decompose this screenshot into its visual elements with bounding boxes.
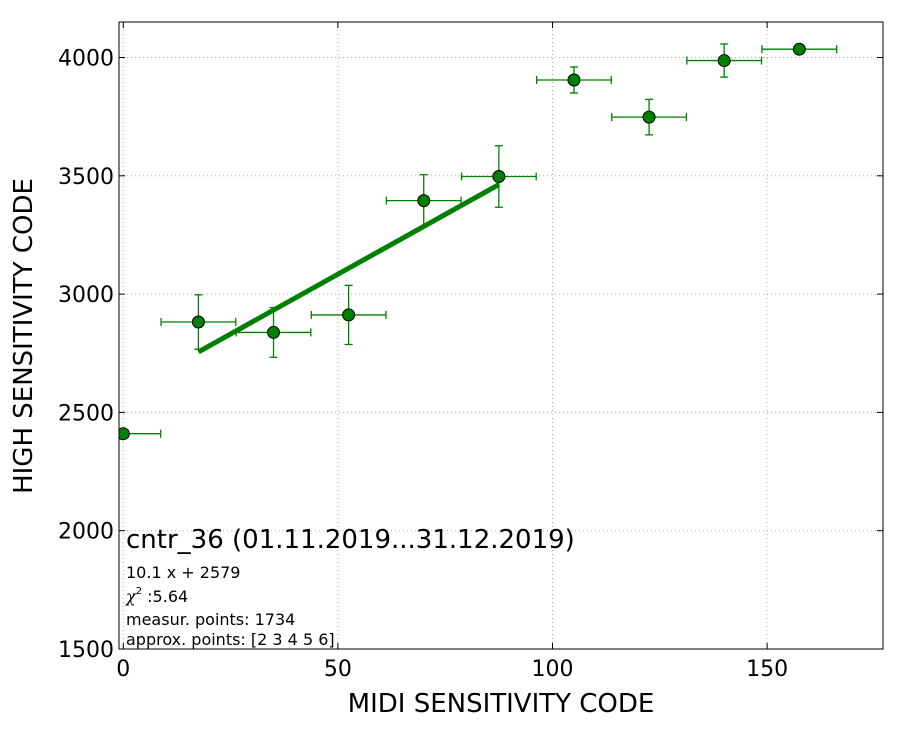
plot-frame: [118, 21, 884, 650]
y-tick-label: 2500: [58, 401, 114, 426]
data-point: [267, 325, 281, 339]
fit-line: [197, 182, 501, 355]
y-tick-label: 4000: [58, 46, 114, 71]
annotation-title: cntr_36 (01.11.2019...31.12.2019): [126, 525, 575, 555]
x-tick-label: 50: [324, 657, 352, 682]
x-tick-label: 150: [746, 657, 788, 682]
data-point: [567, 73, 581, 87]
data-point: [119, 427, 130, 441]
annotation-measur-points: measur. points: 1734: [126, 610, 295, 629]
y-tick-label: 3000: [58, 283, 114, 308]
data-point: [792, 42, 806, 56]
y-axis-label: HIGH SENSITIVITY CODE: [9, 178, 39, 494]
y-tick-label: 2000: [58, 520, 114, 545]
error-bars: [119, 43, 838, 438]
x-axis-label: MIDI SENSITIVITY CODE: [348, 689, 655, 719]
fit-line-group: [197, 182, 501, 355]
data-point: [191, 315, 205, 329]
annotation-equation: 10.1 x + 2579: [126, 563, 240, 582]
x-tick-label: 0: [116, 657, 130, 682]
y-tick-label: 1500: [58, 638, 114, 663]
annotation-approx-points: approx. points: [2 3 4 5 6]: [126, 630, 335, 649]
chi-symbol: χ: [125, 587, 137, 606]
chi-exponent: 2: [136, 586, 142, 597]
tick-labels: 0 50 100 150 1500 2000 2500 3000 3500 4000: [58, 46, 788, 682]
data-point: [717, 54, 731, 68]
annotation-chi-squared: χ2 :5.64: [125, 586, 188, 606]
x-tick-label: 100: [532, 657, 574, 682]
data-point: [342, 308, 356, 322]
data-points: [119, 42, 806, 441]
data-point: [417, 194, 431, 208]
data-point: [492, 170, 506, 184]
data-point: [642, 110, 656, 124]
annotation-box: cntr_36 (01.11.2019...31.12.2019) 10.1 x…: [125, 525, 575, 649]
y-tick-label: 3500: [58, 165, 114, 190]
chi-value: :5.64: [142, 587, 188, 606]
